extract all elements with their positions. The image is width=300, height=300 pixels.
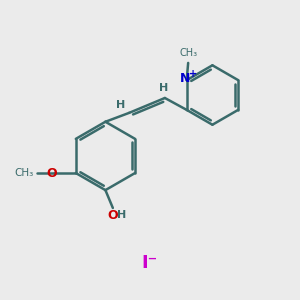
Text: O: O bbox=[47, 167, 57, 179]
Text: O: O bbox=[107, 208, 118, 222]
Text: CH₃: CH₃ bbox=[14, 168, 34, 178]
Text: H: H bbox=[117, 210, 126, 220]
Text: H: H bbox=[159, 83, 168, 94]
Text: H: H bbox=[116, 100, 125, 110]
Text: I⁻: I⁻ bbox=[142, 254, 158, 272]
Text: +: + bbox=[189, 69, 197, 79]
Text: N: N bbox=[180, 72, 190, 85]
Text: CH₃: CH₃ bbox=[179, 49, 197, 58]
